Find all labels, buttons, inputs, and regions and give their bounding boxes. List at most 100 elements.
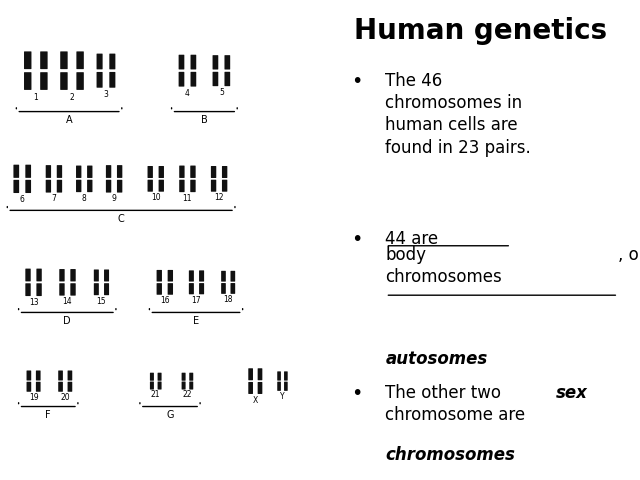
Text: 5: 5 xyxy=(219,88,224,97)
Text: The 46
chromosomes in
human cells are
found in 23 pairs.: The 46 chromosomes in human cells are fo… xyxy=(385,72,531,156)
FancyBboxPatch shape xyxy=(284,372,288,381)
FancyBboxPatch shape xyxy=(76,180,81,192)
FancyBboxPatch shape xyxy=(277,372,281,381)
FancyBboxPatch shape xyxy=(148,166,153,178)
Text: 6: 6 xyxy=(20,195,25,204)
Text: •: • xyxy=(351,384,363,403)
FancyBboxPatch shape xyxy=(36,269,42,281)
FancyBboxPatch shape xyxy=(199,270,204,282)
Text: , or: , or xyxy=(618,246,640,264)
FancyBboxPatch shape xyxy=(58,382,63,392)
FancyBboxPatch shape xyxy=(190,166,196,178)
Text: 14: 14 xyxy=(63,297,72,306)
Text: F: F xyxy=(45,410,51,420)
FancyBboxPatch shape xyxy=(36,283,42,296)
FancyBboxPatch shape xyxy=(26,371,31,381)
Text: 20: 20 xyxy=(60,393,70,402)
Text: G: G xyxy=(166,410,173,420)
Text: C: C xyxy=(118,214,125,224)
FancyBboxPatch shape xyxy=(157,382,161,390)
FancyBboxPatch shape xyxy=(230,271,235,282)
FancyBboxPatch shape xyxy=(225,55,230,70)
Text: 13: 13 xyxy=(29,298,38,307)
FancyBboxPatch shape xyxy=(97,72,102,88)
FancyBboxPatch shape xyxy=(26,283,31,296)
Text: 17: 17 xyxy=(191,296,202,305)
FancyBboxPatch shape xyxy=(60,269,65,281)
FancyBboxPatch shape xyxy=(109,54,115,70)
FancyBboxPatch shape xyxy=(179,72,184,86)
FancyBboxPatch shape xyxy=(60,51,68,69)
FancyBboxPatch shape xyxy=(36,371,40,381)
FancyBboxPatch shape xyxy=(70,283,76,296)
FancyBboxPatch shape xyxy=(104,283,109,295)
Text: X: X xyxy=(253,396,258,405)
FancyBboxPatch shape xyxy=(199,283,204,294)
FancyBboxPatch shape xyxy=(68,382,72,392)
FancyBboxPatch shape xyxy=(248,368,253,380)
FancyBboxPatch shape xyxy=(76,51,84,69)
FancyBboxPatch shape xyxy=(168,270,173,282)
FancyBboxPatch shape xyxy=(60,72,68,90)
Text: The other two
chromosome are: The other two chromosome are xyxy=(385,384,531,424)
Text: 7: 7 xyxy=(51,194,56,204)
Text: B: B xyxy=(201,115,208,125)
FancyBboxPatch shape xyxy=(182,382,186,390)
Text: 16: 16 xyxy=(160,296,170,305)
FancyBboxPatch shape xyxy=(212,55,218,70)
FancyBboxPatch shape xyxy=(94,283,99,295)
Text: autosomes: autosomes xyxy=(385,350,488,369)
FancyBboxPatch shape xyxy=(258,382,262,394)
Text: 18: 18 xyxy=(223,295,233,304)
FancyBboxPatch shape xyxy=(109,72,115,88)
Text: •: • xyxy=(351,230,363,250)
FancyBboxPatch shape xyxy=(36,382,40,392)
FancyBboxPatch shape xyxy=(26,180,31,193)
FancyBboxPatch shape xyxy=(157,283,162,295)
FancyBboxPatch shape xyxy=(13,165,19,178)
FancyBboxPatch shape xyxy=(70,269,76,281)
FancyBboxPatch shape xyxy=(26,382,31,392)
FancyBboxPatch shape xyxy=(157,372,161,381)
FancyBboxPatch shape xyxy=(26,165,31,178)
Text: chromosomes: chromosomes xyxy=(385,446,515,465)
FancyBboxPatch shape xyxy=(190,180,196,192)
FancyBboxPatch shape xyxy=(179,55,184,70)
FancyBboxPatch shape xyxy=(24,72,31,90)
FancyBboxPatch shape xyxy=(189,283,194,294)
FancyBboxPatch shape xyxy=(57,180,62,192)
FancyBboxPatch shape xyxy=(258,368,262,380)
FancyBboxPatch shape xyxy=(211,180,216,192)
Text: 8: 8 xyxy=(82,194,86,203)
Text: 21: 21 xyxy=(151,390,161,399)
FancyBboxPatch shape xyxy=(60,283,65,296)
FancyBboxPatch shape xyxy=(57,165,62,178)
Text: A: A xyxy=(66,115,72,125)
FancyBboxPatch shape xyxy=(117,180,122,192)
Text: 2: 2 xyxy=(70,93,74,102)
FancyBboxPatch shape xyxy=(58,371,63,381)
Text: 44 are: 44 are xyxy=(385,230,444,249)
FancyBboxPatch shape xyxy=(159,180,164,192)
Text: 4: 4 xyxy=(185,89,190,98)
FancyBboxPatch shape xyxy=(40,51,47,69)
FancyBboxPatch shape xyxy=(284,382,288,391)
FancyBboxPatch shape xyxy=(117,165,122,178)
FancyBboxPatch shape xyxy=(97,54,102,70)
FancyBboxPatch shape xyxy=(179,166,184,178)
FancyBboxPatch shape xyxy=(24,51,31,69)
FancyBboxPatch shape xyxy=(221,283,226,294)
Text: 15: 15 xyxy=(97,297,106,306)
FancyBboxPatch shape xyxy=(230,283,235,294)
Text: sex: sex xyxy=(556,384,588,402)
FancyBboxPatch shape xyxy=(68,371,72,381)
FancyBboxPatch shape xyxy=(182,372,186,381)
Text: E: E xyxy=(193,316,199,326)
FancyBboxPatch shape xyxy=(26,269,31,281)
FancyBboxPatch shape xyxy=(189,270,194,282)
FancyBboxPatch shape xyxy=(150,372,154,381)
FancyBboxPatch shape xyxy=(168,283,173,295)
Text: 3: 3 xyxy=(104,90,108,99)
FancyBboxPatch shape xyxy=(189,372,193,381)
FancyBboxPatch shape xyxy=(221,271,226,282)
